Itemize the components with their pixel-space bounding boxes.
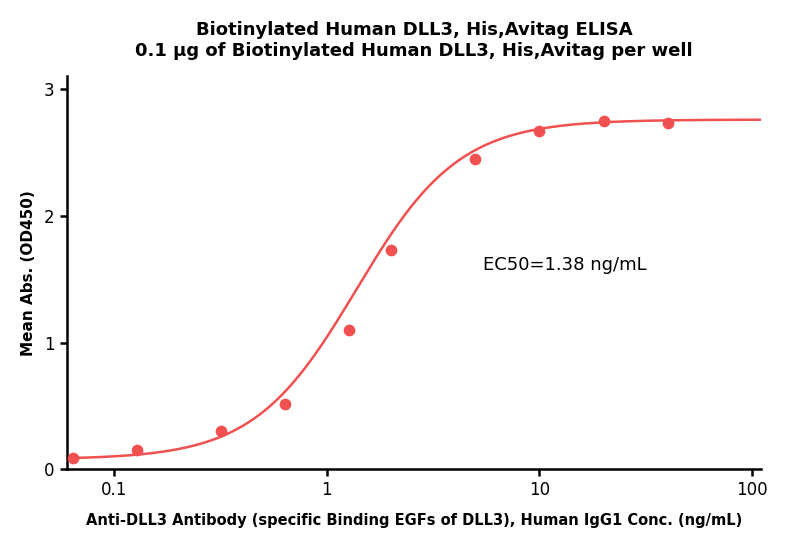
- Point: [279, 399, 292, 408]
- Y-axis label: Mean Abs. (OD450): Mean Abs. (OD450): [21, 190, 36, 356]
- Point: [343, 326, 356, 334]
- Text: EC50=1.38 ng/mL: EC50=1.38 ng/mL: [483, 256, 647, 274]
- Point: [385, 246, 397, 255]
- Point: [533, 127, 546, 136]
- Point: [597, 116, 610, 125]
- Title: Biotinylated Human DLL3, His,Avitag ELISA
0.1 μg of Biotinylated Human DLL3, His: Biotinylated Human DLL3, His,Avitag ELIS…: [135, 21, 693, 60]
- Point: [469, 154, 482, 163]
- Point: [215, 427, 228, 436]
- Point: [130, 445, 143, 454]
- Point: [66, 453, 79, 462]
- X-axis label: Anti-DLL3 Antibody (specific Binding EGFs of DLL3), Human IgG1 Conc. (ng/mL): Anti-DLL3 Antibody (specific Binding EGF…: [86, 513, 742, 528]
- Point: [661, 119, 674, 128]
